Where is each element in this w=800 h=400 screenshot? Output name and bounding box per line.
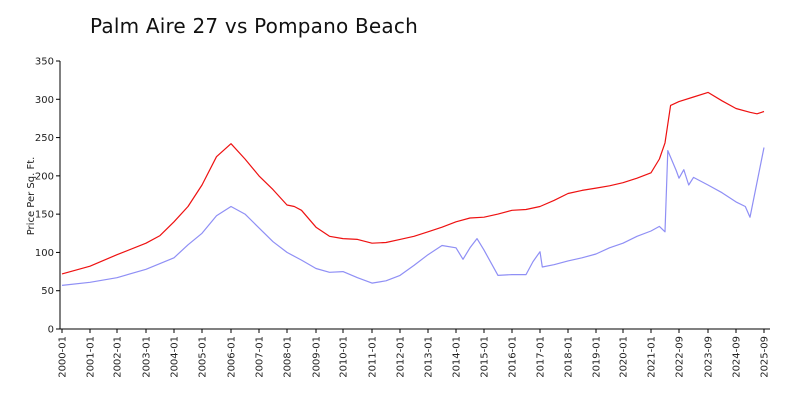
y-tick-label: 50 [41,286,54,297]
x-tick-label: 2010-01 [339,336,350,378]
x-tick-label: 2025-09 [760,336,771,378]
y-axis-ticks: 0 50 100 150 200 250 300 350 [35,57,60,336]
x-tick-label: 2006-01 [227,336,238,378]
y-tick-label: 350 [35,57,54,68]
series-layer [61,91,765,286]
x-tick-label: 2011-01 [368,336,379,378]
y-tick-label: 250 [35,133,54,144]
y-tick-label: 150 [35,210,54,221]
x-tick-label: 2024-09 [732,336,743,378]
x-tick-label: 2022-09 [675,336,686,378]
x-tick-label: 2001-01 [86,336,97,378]
x-tick-label: 2017-01 [536,336,547,378]
x-tick-label: 2012-01 [396,336,407,378]
x-tick-label: 2016-01 [508,336,519,378]
x-tick-label: 2005-01 [198,336,209,378]
x-tick-label: 2003-01 [142,336,153,378]
x-tick-label: 2023-09 [704,336,715,378]
x-tick-label: 2020-01 [619,336,630,378]
x-tick-label: 2002-01 [113,336,124,378]
x-tick-label: 2009-01 [312,336,323,378]
series-line-blue [61,147,765,286]
chart-title: Palm Aire 27 vs Pompano Beach [90,14,418,38]
y-tick-label: 100 [35,248,54,259]
x-tick-label: 2007-01 [255,336,266,378]
x-tick-label: 2013-01 [424,336,435,378]
x-tick-label: 2019-01 [592,336,603,378]
y-tick-label: 200 [35,171,54,182]
x-tick-label: 2000-01 [58,336,69,378]
y-axis-label: Price Per Sq. Ft. [26,157,37,236]
x-tick-label: 2014-01 [452,336,463,378]
x-tick-label: 2008-01 [283,336,294,378]
x-tick-label: 2004-01 [170,336,181,378]
y-tick-label: 300 [35,95,54,106]
x-axis-ticks: 2000-01 2001-01 2002-01 2003-01 2004-01 2005-… [58,329,771,378]
x-tick-label: 2021-01 [647,336,658,378]
x-tick-label: 2018-01 [564,336,575,378]
series-line-red [61,91,765,275]
axes [59,61,770,330]
y-tick-label: 0 [48,325,54,336]
x-tick-label: 2015-01 [480,336,491,378]
